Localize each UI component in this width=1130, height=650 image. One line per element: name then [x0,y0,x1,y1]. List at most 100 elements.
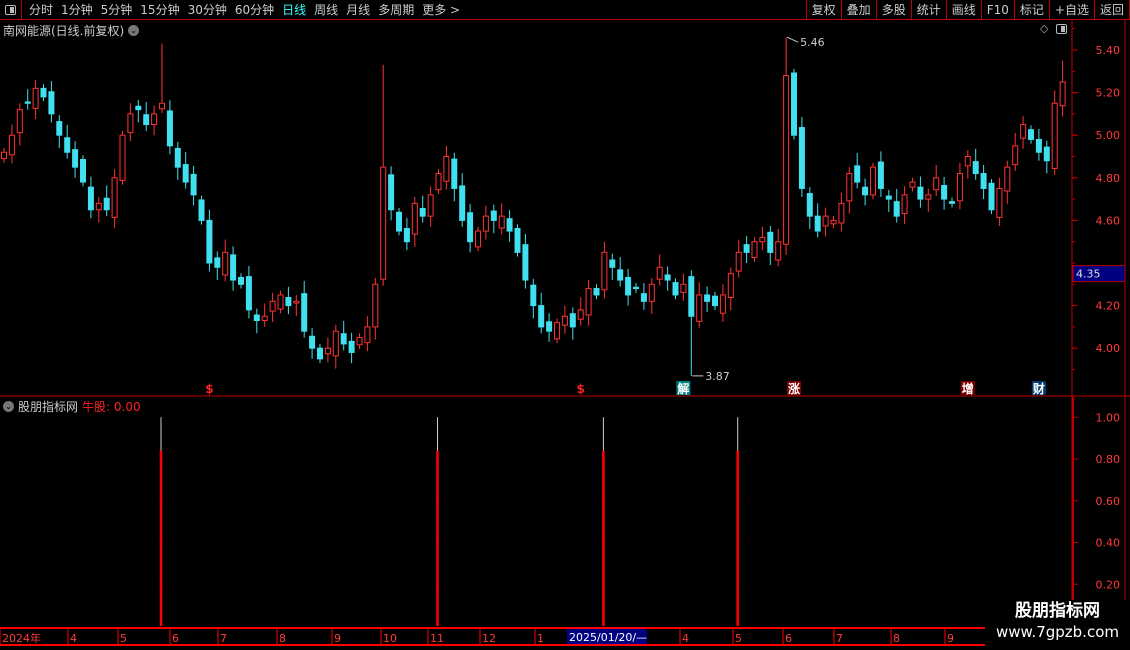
period-tab[interactable]: 周线 [314,3,339,17]
time-label: 6 [172,632,179,645]
candle-down [1043,146,1050,162]
candle-down [340,333,347,345]
signal-marker: 涨 [788,381,800,396]
period-tab[interactable]: 分时 [29,3,54,17]
signal-badge [676,381,691,395]
period-tab[interactable]: 日线 [282,3,307,17]
period-tab[interactable]: 60分钟 [234,3,275,17]
candle-up [364,326,371,344]
candle-up [751,241,758,258]
candle-up [1012,145,1019,166]
candle-down [806,193,813,217]
candle-down [941,184,948,200]
candle-down [640,293,647,302]
candle-down [245,276,252,311]
stock-title[interactable]: 南网能源(日线.前复权) ⌄ [3,22,140,39]
chevron-down-icon[interactable]: ⌄ [3,401,14,412]
candle-down [48,91,55,115]
candle-up [111,177,118,218]
period-tab[interactable]: 15分钟 [140,3,180,17]
candle-up [498,215,505,229]
candle-up [933,177,940,191]
panel-icon [5,4,16,15]
diamond-icon[interactable]: ◇ [1040,22,1049,35]
period-tab[interactable]: 多周期 [378,3,415,17]
candle-up [727,273,734,299]
candle-up [830,219,837,225]
time-label: 8 [279,632,286,645]
candle-up [380,166,387,280]
candle-up [293,300,300,304]
watermark-name: 股朋指标网 [1015,601,1100,621]
candle-down [403,227,410,243]
candle-up [846,173,853,202]
toolbar-button[interactable]: 返回 [1093,0,1130,20]
candle-up [656,266,663,280]
candle-down [972,161,979,175]
candle-down [490,210,497,221]
candle-up [127,113,134,134]
period-tab[interactable]: 月线 [346,3,371,17]
signal-marker: 增 [962,381,974,396]
candle-down [672,282,679,296]
toolbar-button[interactable]: 画线 [945,0,981,20]
candle-down [1028,129,1034,140]
candle-up [680,283,687,293]
signal-badge [787,381,801,395]
candle-down [704,294,711,302]
panel-icon[interactable] [1056,24,1068,34]
candle-down [538,305,545,328]
candle-down [506,218,513,232]
candle-down [514,227,521,253]
candle-up [759,236,766,243]
candle-up [95,202,102,211]
candle-down [64,137,71,153]
candle-up [554,322,560,340]
time-label: 10 [383,632,397,645]
candle-up [269,300,276,312]
candle-down [609,259,616,268]
candle-down [56,121,63,136]
period-tab[interactable]: 30分钟 [187,3,227,17]
layout-toggle-button[interactable] [0,0,22,20]
candle-down [664,274,671,281]
toolbar-button[interactable]: 叠加 [840,0,876,20]
time-label: 5 [120,632,127,645]
candle-up [601,251,608,291]
chevron-down-icon[interactable]: ⌄ [128,25,140,36]
candle-up [475,230,481,248]
candle-down [712,295,718,307]
candle-down [980,173,987,189]
candle-down [198,199,205,221]
time-highlight-box [567,629,647,644]
toolbar-button[interactable]: 复权 [805,0,841,20]
candle-down [854,165,861,183]
candle-up [585,288,592,316]
period-tab[interactable]: 5分钟 [100,3,133,17]
candle-down [285,297,292,307]
candle-down [633,286,639,290]
candle-up [648,283,655,302]
candle-down [798,127,805,189]
candle-down [530,284,537,307]
candle-down [419,207,426,217]
period-tab[interactable]: 1分钟 [61,3,93,17]
watermark-url: www.7gpzb.com [996,623,1119,641]
candle-down [877,161,884,189]
candle-down [143,114,150,126]
toolbar-button[interactable]: 多股 [875,0,911,20]
period-tab[interactable]: 更多 > [422,3,461,17]
signal-marker: 财 [1032,381,1045,396]
toolbar-button[interactable]: +自选 [1048,0,1094,20]
candle-up [435,173,442,191]
candle-down [72,149,79,168]
toolbar-button[interactable]: F10 [980,0,1014,20]
toolbar-button[interactable]: 标记 [1013,0,1049,20]
time-label: 1 [537,632,544,645]
candle-up [482,215,489,232]
candle-down [206,219,213,264]
candle-up [964,156,971,167]
candle-up [775,241,782,261]
toolbar-button[interactable]: 统计 [910,0,946,20]
